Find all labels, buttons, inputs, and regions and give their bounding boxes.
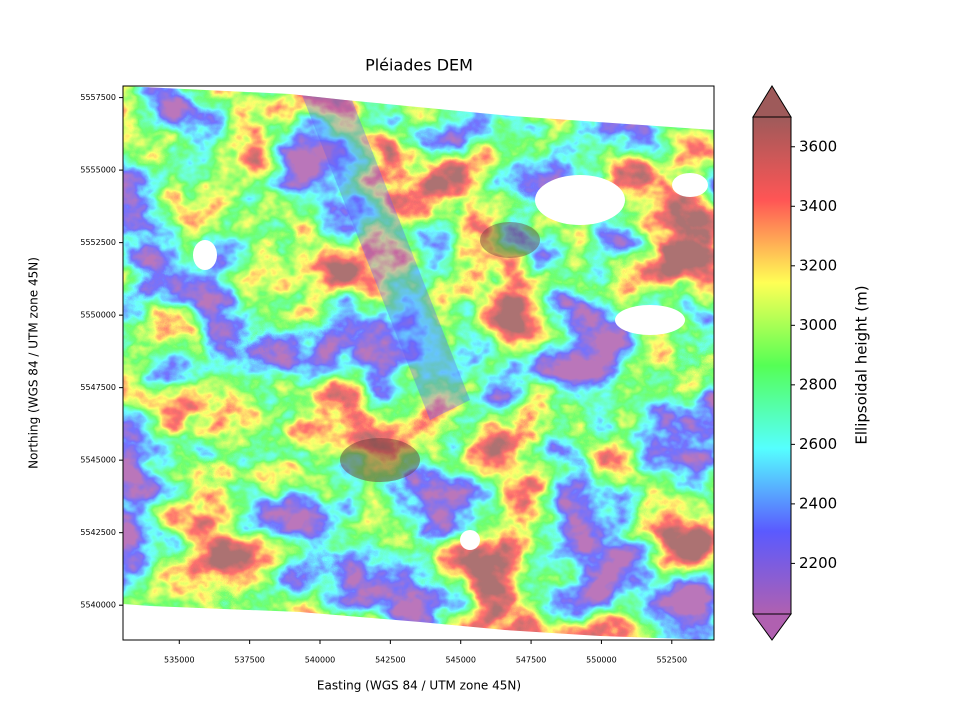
colorbar <box>752 85 792 641</box>
colorbar-tick-label: 2400 <box>799 494 837 512</box>
colorbar-tick-label: 3400 <box>799 197 837 215</box>
colorbar-tick-label: 3600 <box>799 137 837 155</box>
y-tick-label: 5545000 <box>80 456 116 465</box>
colorbar-extend-top <box>752 85 792 118</box>
colorbar-tick-label: 2600 <box>799 435 837 453</box>
x-tick-label: 535000 <box>164 656 195 665</box>
x-tick-label: 550000 <box>586 656 617 665</box>
colorbar-extend-bottom <box>752 613 792 641</box>
y-tick-label: 5547500 <box>80 383 116 392</box>
x-axis-label: Easting (WGS 84 / UTM zone 45N) <box>317 679 521 693</box>
y-tick-label: 5555000 <box>80 166 116 175</box>
y-tick-label: 5550000 <box>80 311 116 320</box>
title: Pléiades DEM <box>365 56 473 75</box>
dem-raster <box>123 86 714 640</box>
y-axis-label: Northing (WGS 84 / UTM zone 45N) <box>27 257 41 469</box>
y-tick-label: 5540000 <box>80 601 116 610</box>
colorbar-tick-label: 2200 <box>799 554 837 572</box>
x-tick-label: 540000 <box>305 656 336 665</box>
y-tick-label: 5552500 <box>80 238 116 247</box>
colorbar-tick-label: 2800 <box>799 375 837 393</box>
x-tick-label: 545000 <box>445 656 476 665</box>
axes-frame <box>122 85 715 641</box>
colorbar-tick-label: 3000 <box>799 316 837 334</box>
x-tick-label: 552500 <box>657 656 688 665</box>
colorbar-tick-label: 3200 <box>799 256 837 274</box>
y-tick-label: 5542500 <box>80 528 116 537</box>
x-tick-label: 542500 <box>375 656 406 665</box>
colorbar-label: Ellipsoidal height (m) <box>853 285 871 444</box>
y-tick-label: 5557500 <box>80 93 116 102</box>
x-tick-label: 547500 <box>516 656 547 665</box>
colorbar-body <box>752 116 792 615</box>
x-tick-label: 537500 <box>234 656 265 665</box>
